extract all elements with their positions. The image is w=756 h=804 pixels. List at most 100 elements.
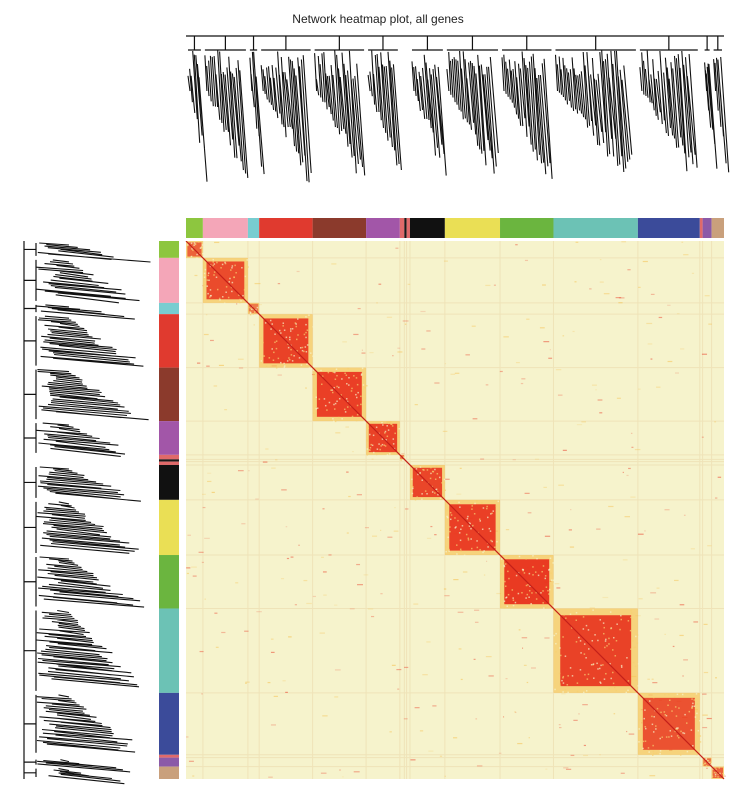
- top-dendrogram-branches: [187, 50, 208, 182]
- off-diagonal-speckle: [248, 470, 250, 472]
- module-texture: [670, 735, 673, 737]
- off-diagonal-speckle: [679, 604, 685, 606]
- off-diagonal-speckle: [245, 681, 250, 683]
- off-diagonal-speckle: [702, 693, 707, 695]
- module-texture: [467, 539, 470, 541]
- module-texture: [668, 736, 670, 738]
- module-texture: [207, 259, 209, 262]
- off-diagonal-speckle: [371, 458, 374, 460]
- module-texture: [678, 707, 680, 709]
- off-diagonal-speckle: [595, 389, 597, 391]
- off-diagonal-speckle: [589, 607, 595, 609]
- module-texture: [445, 546, 447, 548]
- module-texture: [553, 583, 555, 585]
- module-texture: [569, 613, 572, 615]
- module-texture: [198, 253, 201, 255]
- module-texture: [644, 740, 647, 742]
- module-texture: [271, 323, 273, 325]
- module-texture: [597, 639, 599, 642]
- module-texture: [521, 591, 523, 594]
- module-texture: [594, 634, 596, 636]
- top-dendrogram-branches: [411, 54, 447, 176]
- module-texture: [592, 609, 594, 611]
- left-module-color-16: [159, 766, 179, 779]
- module-texture: [664, 714, 667, 716]
- module-texture: [645, 727, 647, 730]
- module-texture: [614, 655, 617, 657]
- left-module-color-8: [159, 461, 179, 465]
- off-diagonal-speckle: [568, 529, 572, 531]
- module-texture: [290, 354, 293, 356]
- module-texture: [448, 548, 450, 551]
- off-diagonal-speckle: [391, 664, 396, 666]
- top-module-color-1: [202, 218, 248, 238]
- module-texture: [434, 468, 436, 471]
- off-diagonal-speckle: [202, 506, 206, 509]
- module-texture: [209, 265, 212, 268]
- module-texture: [455, 526, 457, 528]
- module-texture: [655, 728, 657, 730]
- module-texture: [205, 258, 207, 261]
- module-texture: [639, 718, 641, 721]
- off-diagonal-speckle: [203, 333, 209, 336]
- module-texture: [625, 691, 628, 694]
- module-texture: [380, 445, 382, 447]
- off-diagonal-speckle: [562, 449, 567, 451]
- off-diagonal-speckle: [188, 760, 194, 762]
- module-texture: [636, 642, 639, 644]
- module-texture: [441, 482, 443, 484]
- off-diagonal-speckle: [402, 320, 409, 322]
- off-diagonal-speckle: [342, 341, 347, 343]
- module-texture: [194, 243, 197, 245]
- module-texture: [369, 449, 371, 451]
- off-diagonal-speckle: [221, 631, 226, 634]
- module-texture: [490, 513, 492, 515]
- module-texture: [300, 364, 303, 366]
- top-module-color-11: [500, 218, 554, 238]
- module-texture: [356, 413, 359, 416]
- module-texture: [718, 767, 721, 769]
- module-texture: [542, 590, 544, 592]
- module-texture: [419, 466, 422, 468]
- module-texture: [263, 355, 266, 357]
- left-dendrogram-branches: [36, 259, 140, 304]
- module-texture: [332, 420, 335, 423]
- module-texture: [204, 268, 207, 271]
- off-diagonal-speckle: [558, 724, 561, 726]
- module-texture: [378, 443, 380, 445]
- module-texture: [324, 404, 327, 407]
- module-texture: [604, 640, 607, 642]
- off-diagonal-speckle: [426, 641, 431, 643]
- module-texture: [338, 416, 340, 419]
- module-texture: [271, 348, 273, 350]
- module-texture: [243, 289, 246, 291]
- module-texture: [476, 540, 478, 542]
- off-diagonal-speckle: [322, 571, 327, 573]
- top-dendrogram-branches: [639, 50, 698, 172]
- module-texture: [426, 469, 429, 471]
- off-diagonal-speckle: [683, 514, 686, 516]
- off-diagonal-speckle: [702, 714, 708, 716]
- off-diagonal-speckle: [322, 715, 328, 717]
- module-texture: [386, 425, 388, 427]
- off-diagonal-speckle: [414, 707, 420, 709]
- module-texture: [330, 389, 332, 391]
- module-texture: [651, 715, 653, 718]
- module-texture: [545, 586, 548, 588]
- off-diagonal-speckle: [476, 765, 483, 767]
- module-texture: [430, 472, 432, 475]
- off-diagonal-speckle: [523, 664, 527, 666]
- module-texture: [416, 496, 418, 498]
- module-texture: [584, 673, 586, 676]
- off-diagonal-speckle: [186, 567, 191, 569]
- module-texture: [434, 478, 437, 481]
- module-texture: [308, 353, 311, 355]
- off-diagonal-speckle: [667, 360, 673, 363]
- top-module-color-5: [366, 218, 400, 238]
- off-diagonal-speckle: [422, 674, 428, 676]
- module-texture: [548, 569, 550, 571]
- left-dendrogram: [23, 241, 151, 785]
- module-texture: [525, 584, 528, 587]
- off-diagonal-speckle: [206, 365, 210, 367]
- module-texture: [230, 269, 232, 271]
